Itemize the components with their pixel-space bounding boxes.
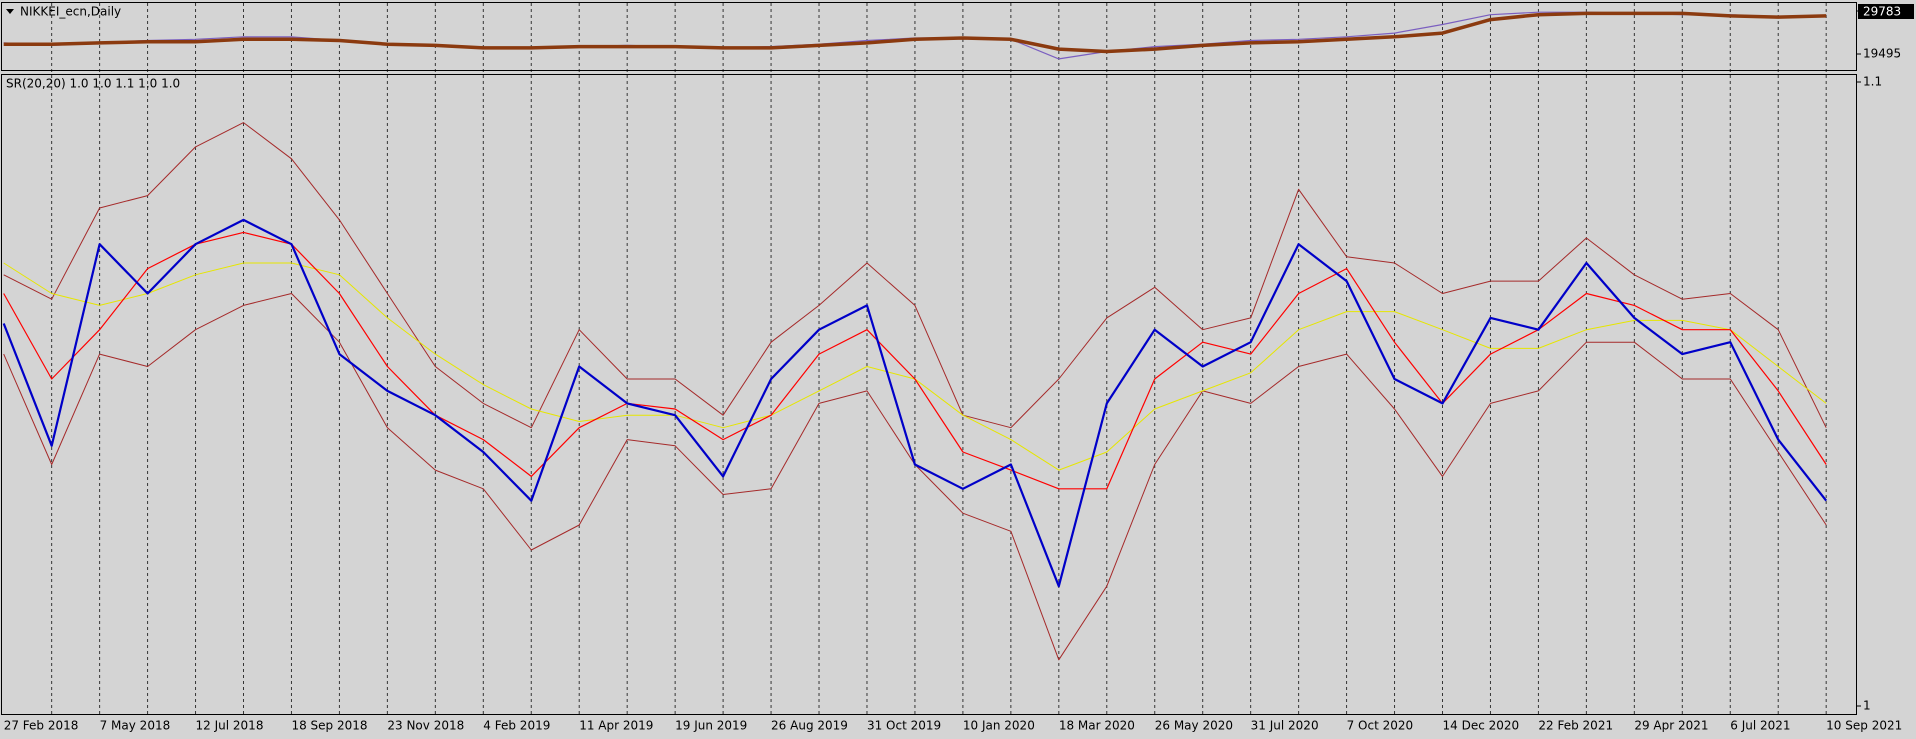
x-tick-label: 18 Mar 2020 — [1059, 719, 1135, 733]
x-tick-label: 27 Feb 2018 — [4, 719, 79, 733]
series-line — [3, 231, 1827, 490]
x-tick-label: 7 May 2018 — [100, 719, 171, 733]
x-tick-label: 31 Jul 2020 — [1251, 719, 1319, 733]
x-tick-label: 10 Jan 2020 — [963, 719, 1035, 733]
series-line — [3, 11, 1827, 54]
price-panel-title: NIKKEI_ecn,Daily — [20, 5, 121, 19]
x-tick-label: 26 Aug 2019 — [771, 719, 848, 733]
x-tick-label: 18 Sep 2018 — [291, 719, 367, 733]
x-tick-label: 19 Jun 2019 — [675, 719, 747, 733]
series-line — [3, 122, 1827, 429]
x-tick-label: 10 Sep 2021 — [1826, 719, 1902, 733]
x-tick-label: 29 Apr 2021 — [1634, 719, 1708, 733]
price-label-box — [1858, 4, 1914, 19]
x-tick-label: 31 Oct 2019 — [867, 719, 941, 733]
indicator-title: SR(20,20) 1.0 1.0 1.1 1.0 1.0 — [6, 77, 180, 91]
x-tick-label: 11 Apr 2019 — [579, 719, 653, 733]
y-tick-label: 19495 — [1863, 47, 1901, 61]
series-line — [2, 218, 1828, 588]
x-tick-label: 23 Nov 2018 — [387, 719, 464, 733]
x-tick-label: 22 Feb 2021 — [1538, 719, 1613, 733]
x-tick-label: 7 Oct 2020 — [1347, 719, 1414, 733]
price-label: 29783 — [1863, 5, 1901, 19]
x-tick-label: 14 Dec 2020 — [1443, 719, 1520, 733]
collapse-arrow[interactable] — [6, 9, 14, 14]
x-tick-label: 6 Jul 2021 — [1730, 719, 1790, 733]
x-tick-label: 4 Feb 2019 — [483, 719, 550, 733]
y-tick-label: 1.1 — [1863, 75, 1882, 89]
x-tick-label: 26 May 2020 — [1155, 719, 1233, 733]
indicator-panel — [1, 74, 1857, 715]
x-tick-label: 12 Jul 2018 — [196, 719, 264, 733]
y-tick-label: 1 — [1863, 699, 1871, 713]
